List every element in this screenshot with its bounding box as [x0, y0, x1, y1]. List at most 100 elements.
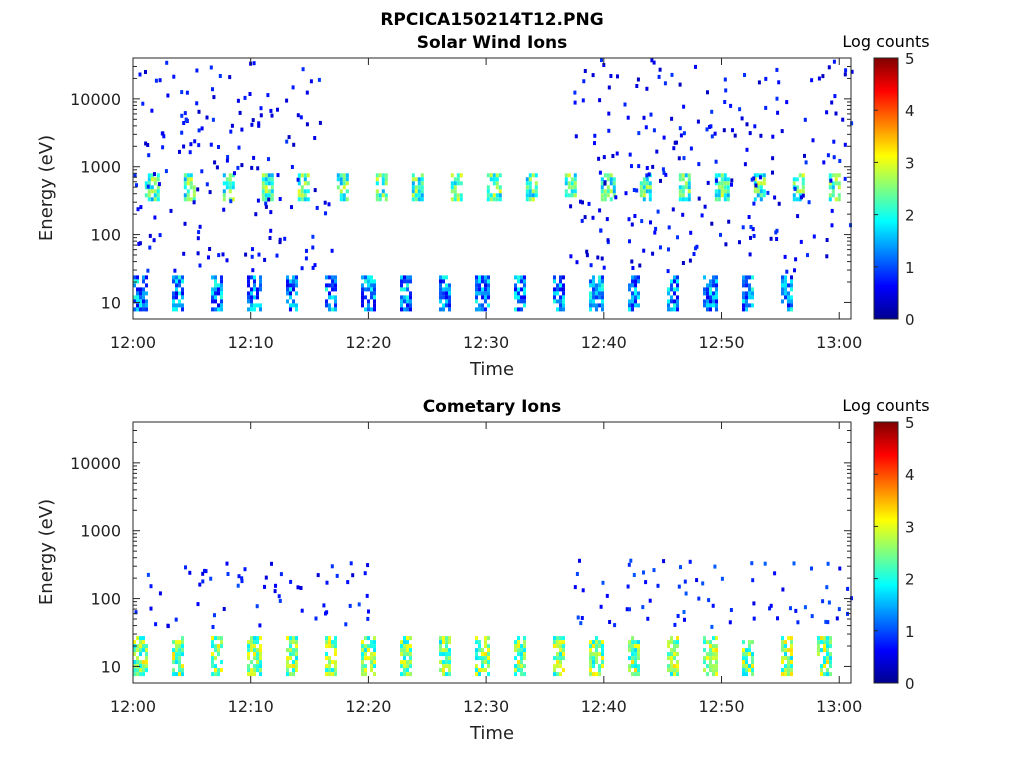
spectrogram-cell — [256, 652, 259, 657]
spectrogram-cell — [667, 640, 670, 645]
spectrogram-cell — [300, 193, 304, 198]
spectrogram-cell — [706, 283, 709, 288]
spectrogram-cell — [525, 177, 529, 182]
spectrogram-cell — [667, 303, 670, 308]
spectrogram-cell — [328, 660, 331, 665]
spectrogram-cell — [784, 291, 787, 296]
spectrogram-cell — [325, 644, 328, 649]
spectrogram-cell — [598, 275, 601, 280]
x-tick-label: 12:00 — [110, 333, 156, 352]
spectrogram-cell — [828, 197, 832, 202]
spectrogram-cell — [498, 189, 502, 194]
spectrogram-cell — [605, 593, 609, 598]
spectrogram-cell — [776, 110, 780, 115]
spectrogram-cell — [676, 644, 679, 649]
spectrogram-cell — [257, 252, 261, 257]
spectrogram-cell — [703, 275, 706, 280]
spectrogram-cell — [687, 173, 691, 178]
spectrogram-cell — [133, 668, 136, 673]
spectrogram-cell — [181, 287, 184, 292]
cometary-title: Cometary Ions — [423, 397, 562, 417]
spectrogram-cell — [325, 287, 328, 292]
spectrogram-cell — [367, 279, 370, 284]
spectrogram-cell — [367, 299, 370, 304]
spectrogram-cell — [531, 197, 535, 202]
spectrogram-cell — [759, 197, 763, 202]
spectrogram-cell — [642, 177, 646, 182]
spectrogram-cell — [146, 184, 150, 189]
spectrogram-cell — [175, 275, 178, 280]
spectrogram-cell — [267, 181, 271, 186]
spectrogram-cell — [637, 279, 640, 284]
spectrogram-cell — [253, 283, 256, 288]
spectrogram-cell — [703, 204, 707, 209]
spectrogram-cell — [831, 173, 835, 178]
spectrogram-cell — [601, 275, 604, 280]
spectrogram-cell — [609, 74, 613, 78]
spectrogram-cell — [228, 173, 232, 178]
spectrogram-cell — [286, 664, 289, 669]
spectrogram-cell — [445, 660, 448, 665]
spectrogram-cell — [409, 279, 412, 284]
spectrogram-cell — [445, 291, 448, 296]
spectrogram-cell — [593, 141, 596, 146]
spectrogram-cell — [756, 185, 760, 190]
spectrogram-cell — [683, 617, 686, 622]
spectrogram-cell — [738, 240, 741, 245]
spectrogram-cell — [475, 664, 478, 669]
spectrogram-cell — [632, 188, 636, 192]
spectrogram-cell — [251, 118, 255, 123]
spectrogram-cell — [634, 299, 637, 304]
spectrogram-cell — [562, 287, 565, 292]
spectrogram-cell — [345, 189, 349, 194]
spectrogram-cell — [146, 572, 150, 577]
colorbar-tick-label: 5 — [905, 50, 915, 68]
spectrogram-cell — [172, 660, 175, 665]
spectrogram-cell — [484, 668, 487, 673]
spectrogram-cell — [339, 197, 343, 202]
spectrogram-cell — [250, 275, 253, 280]
spectrogram-cell — [723, 100, 727, 104]
spectrogram-cell — [142, 307, 145, 312]
spectrogram-cell — [709, 652, 712, 657]
spectrogram-cell — [328, 636, 331, 641]
spectrogram-cell — [687, 193, 691, 198]
spectrogram-cell — [759, 185, 763, 190]
spectrogram-cell — [628, 668, 631, 673]
spectrogram-cell — [835, 616, 839, 621]
spectrogram-cell — [681, 261, 685, 265]
spectrogram-cell — [286, 672, 289, 677]
spectrogram-cell — [570, 189, 574, 194]
spectrogram-cell — [637, 164, 641, 169]
spectrogram-cell — [409, 636, 412, 641]
solar-wind-plot-frame — [132, 57, 852, 320]
spectrogram-cell — [670, 72, 674, 77]
x-tick-label: 12:40 — [581, 697, 627, 716]
spectrogram-cell — [139, 636, 142, 641]
spectrogram-cell — [292, 668, 295, 673]
spectrogram-cell — [826, 660, 829, 665]
spectrogram-cell — [325, 664, 328, 669]
spectrogram-cell — [373, 648, 376, 653]
spectrogram-cell — [403, 660, 406, 665]
spectrogram-cell — [843, 142, 847, 147]
spectrogram-cell — [723, 189, 727, 194]
spectrogram-cell — [514, 648, 517, 653]
spectrogram-cell — [676, 235, 679, 240]
spectrogram-cell — [670, 664, 673, 669]
spectrogram-cell — [712, 303, 715, 308]
spectrogram-cell — [247, 644, 250, 649]
spectrogram-cell — [711, 603, 715, 608]
spectrogram-cell — [295, 279, 298, 284]
spectrogram-cell — [289, 652, 292, 657]
spectrogram-cell — [517, 648, 520, 653]
spectrogram-cell — [712, 283, 715, 288]
spectrogram-cell — [406, 644, 409, 649]
spectrogram-cell — [142, 644, 145, 649]
spectrogram-cell — [285, 98, 289, 103]
spectrogram-cell — [523, 636, 526, 641]
spectrogram-cell — [364, 648, 367, 653]
spectrogram-cell — [136, 299, 139, 304]
spectrogram-cell — [205, 182, 209, 187]
spectrogram-cell — [562, 275, 565, 280]
